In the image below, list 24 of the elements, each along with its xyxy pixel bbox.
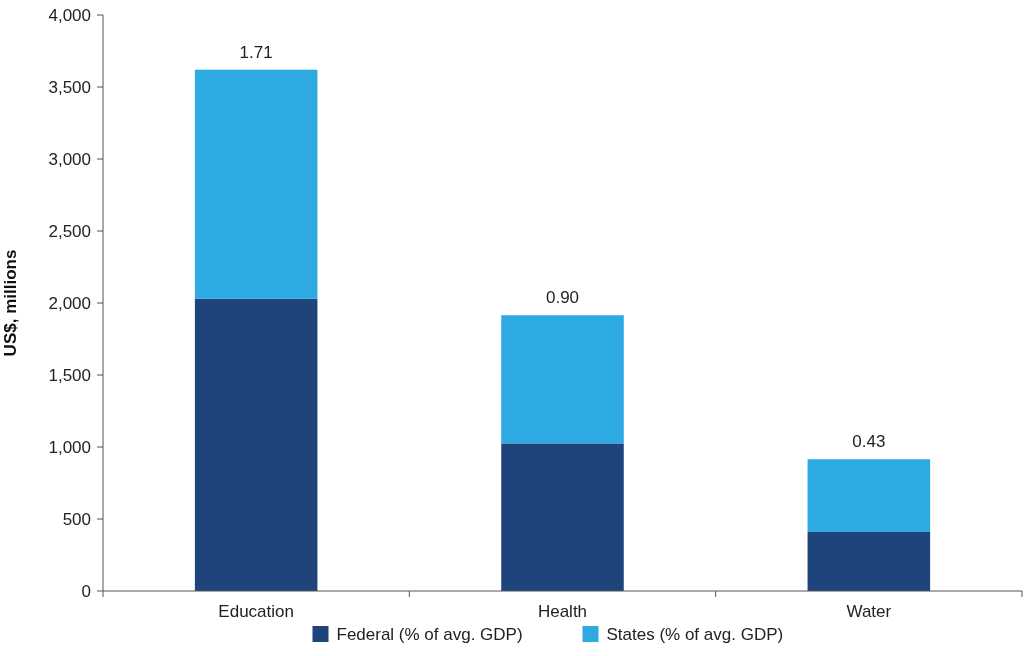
annotation: 0.43 bbox=[852, 432, 886, 452]
x-tick-label: Education bbox=[218, 602, 294, 621]
bar bbox=[501, 315, 624, 444]
y-tick-label: 3,500 bbox=[48, 77, 91, 97]
x-tick-label: Water bbox=[846, 602, 892, 621]
y-axis-title: US$, millions bbox=[1, 249, 20, 357]
y-tick-label: 500 bbox=[62, 509, 91, 529]
legend-label: Federal (% of avg. GDP) bbox=[336, 624, 523, 644]
x-tick-label: Health bbox=[537, 602, 588, 621]
legend-label: States (% of avg. GDP) bbox=[606, 624, 784, 644]
annotation: 1.71 bbox=[239, 42, 273, 62]
bar bbox=[194, 69, 318, 299]
bar bbox=[807, 459, 931, 532]
bar bbox=[194, 298, 318, 591]
y-tick-label: 1,000 bbox=[48, 437, 91, 457]
y-tick-label: 1,500 bbox=[48, 365, 91, 385]
y-tick-label: 0 bbox=[81, 581, 91, 601]
bar bbox=[501, 443, 624, 591]
y-tick-label: 4,000 bbox=[48, 5, 91, 25]
y-tick-label: 3,000 bbox=[48, 149, 91, 169]
y-tick-label: 2,500 bbox=[48, 221, 91, 241]
bar bbox=[807, 531, 931, 591]
annotation: 0.90 bbox=[545, 288, 580, 308]
y-tick-label: 2,000 bbox=[48, 293, 91, 313]
